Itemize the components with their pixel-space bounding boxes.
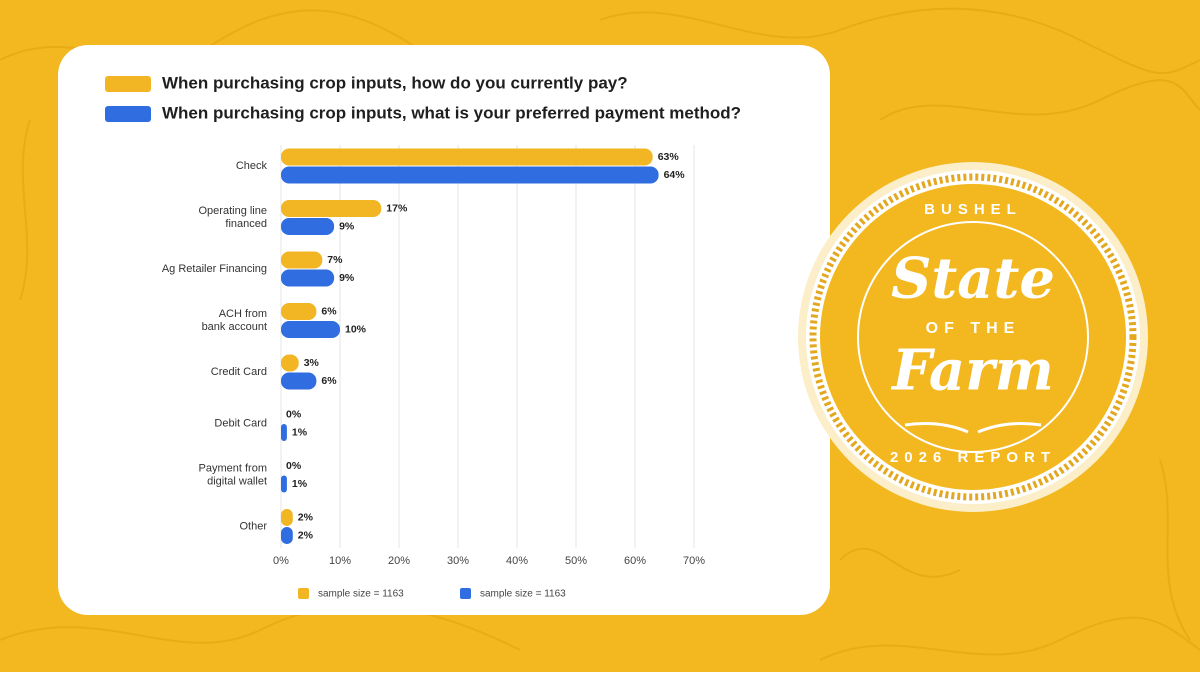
y-tick-label: ACH from bank account — [202, 308, 267, 333]
bar — [281, 527, 293, 544]
value-label: 17% — [386, 202, 408, 214]
value-label: 10% — [345, 323, 367, 335]
legend-swatch — [460, 588, 471, 599]
bar — [281, 251, 323, 269]
legend-label: When purchasing crop inputs, what is you… — [162, 103, 741, 122]
bar — [281, 372, 317, 390]
badge-title: Farm — [890, 338, 1054, 404]
card — [58, 45, 830, 615]
x-tick-label: 0% — [273, 555, 289, 567]
badge-face — [820, 184, 1126, 490]
value-label: 0% — [286, 460, 302, 472]
y-tick-label: Debit Card — [214, 417, 267, 429]
bar — [281, 218, 335, 235]
value-label: 2% — [298, 529, 314, 541]
bar — [281, 166, 659, 184]
bar — [281, 424, 287, 441]
value-label: 9% — [339, 220, 355, 232]
value-label: 3% — [304, 357, 320, 369]
badge-year: 2026 REPORT — [890, 449, 1056, 466]
x-tick-label: 20% — [388, 555, 410, 567]
legend-label: When purchasing crop inputs, how do you … — [162, 73, 628, 92]
badge-inner-ring — [857, 221, 1089, 453]
badge: BUSHEL State OF THE Farm 2026 REPORT — [798, 162, 1148, 512]
value-label: 63% — [658, 151, 680, 163]
x-tick-label: 40% — [506, 555, 528, 567]
value-label: 6% — [321, 305, 337, 317]
bar — [281, 321, 340, 338]
bar — [281, 269, 335, 287]
value-label: 64% — [664, 169, 686, 181]
bar — [281, 475, 287, 493]
bar — [281, 148, 653, 166]
value-label: 7% — [327, 254, 343, 266]
value-label: 0% — [286, 408, 302, 420]
value-label: 2% — [298, 511, 314, 523]
legend-swatch — [298, 588, 309, 599]
bar — [281, 200, 382, 217]
y-tick-label: Other — [239, 520, 267, 532]
plot: When purchasing crop inputs, how do you … — [105, 73, 741, 600]
legend-swatch — [105, 76, 151, 92]
value-label: 1% — [292, 426, 308, 438]
x-tick-label: 30% — [447, 555, 469, 567]
bar — [281, 354, 299, 372]
y-tick-label: Check — [236, 160, 268, 172]
y-tick-label: Ag Retailer Financing — [162, 263, 267, 275]
bar — [281, 303, 317, 320]
badge-subtitle: OF THE — [926, 320, 1021, 337]
background-pattern — [0, 7, 1200, 661]
value-label: 1% — [292, 478, 308, 490]
badge-brand: BUSHEL — [924, 201, 1022, 218]
x-tick-label: 10% — [329, 555, 351, 567]
legend-swatch — [105, 106, 151, 122]
legend-note: sample size = 1163 — [318, 589, 404, 600]
y-tick-label: Credit Card — [211, 366, 267, 378]
x-tick-label: 50% — [565, 555, 587, 567]
x-tick-label: 70% — [683, 555, 705, 567]
value-label: 9% — [339, 272, 355, 284]
badge-title: State — [891, 246, 1055, 312]
x-tick-label: 60% — [624, 555, 646, 567]
y-tick-label: Payment from digital wallet — [199, 462, 267, 487]
legend-note: sample size = 1163 — [480, 589, 566, 600]
y-tick-label: Operating line financed — [199, 205, 268, 230]
bar — [281, 509, 293, 526]
wheat — [904, 422, 1042, 434]
value-label: 6% — [321, 375, 337, 387]
badge-rope — [809, 173, 1137, 501]
